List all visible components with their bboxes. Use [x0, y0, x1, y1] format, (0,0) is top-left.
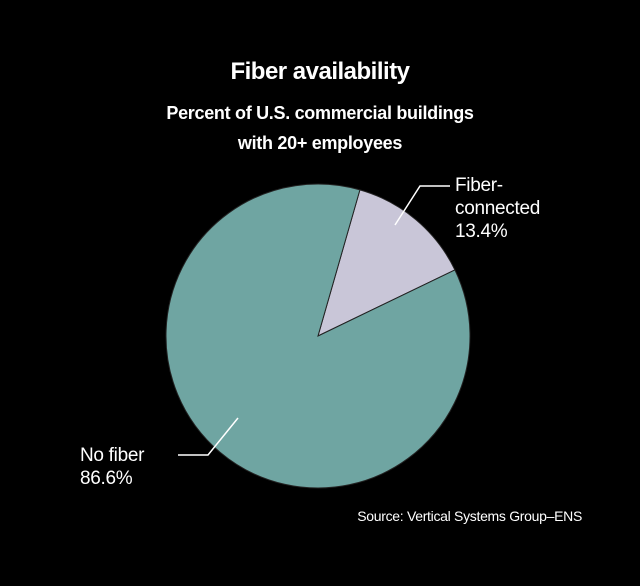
pie-slice	[165, 183, 471, 489]
slice-value: 86.6%	[80, 468, 133, 489]
slice-name: No fiber	[80, 445, 145, 466]
slice-value: 13.4%	[455, 221, 508, 242]
leader-line	[178, 417, 239, 456]
source-note: Source: Vertical Systems Group–ENS	[357, 508, 582, 524]
chart-title: Fiber availability	[230, 58, 410, 85]
chart-subtitle: Percent of U.S. commercial buildings wit…	[166, 103, 474, 153]
pie-slice	[317, 189, 456, 337]
leader-line	[394, 185, 450, 226]
slice-name: Fiber- connected	[455, 175, 540, 219]
slice-label: Fiber- connected 13.4%	[455, 174, 540, 243]
slice-label: No fiber 86.6%	[80, 444, 144, 490]
